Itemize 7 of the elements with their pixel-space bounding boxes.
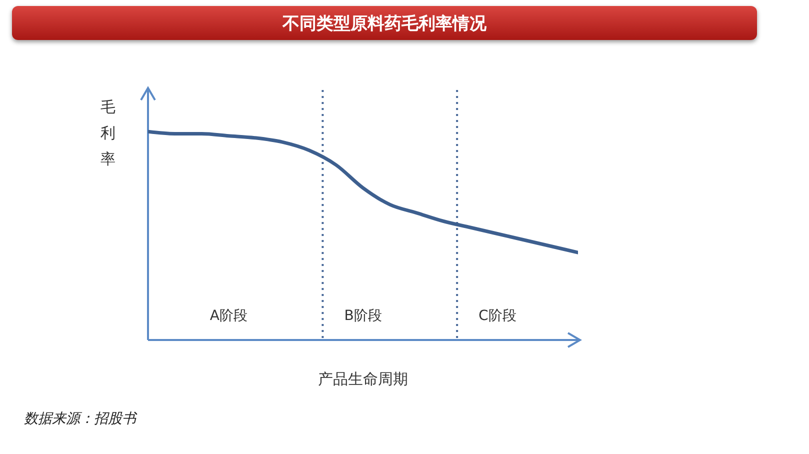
x-axis-title: 产品生命周期 (318, 370, 408, 388)
y-axis-title: 毛利率 (100, 97, 116, 170)
chart-title: 不同类型原料药毛利率情况 (12, 6, 757, 40)
x-tick-label: B阶段 (344, 308, 382, 324)
x-tick-label: C阶段 (478, 308, 516, 324)
x-tick-label: A阶段 (210, 308, 248, 324)
source-note: 数据来源：招股书 (24, 410, 136, 428)
